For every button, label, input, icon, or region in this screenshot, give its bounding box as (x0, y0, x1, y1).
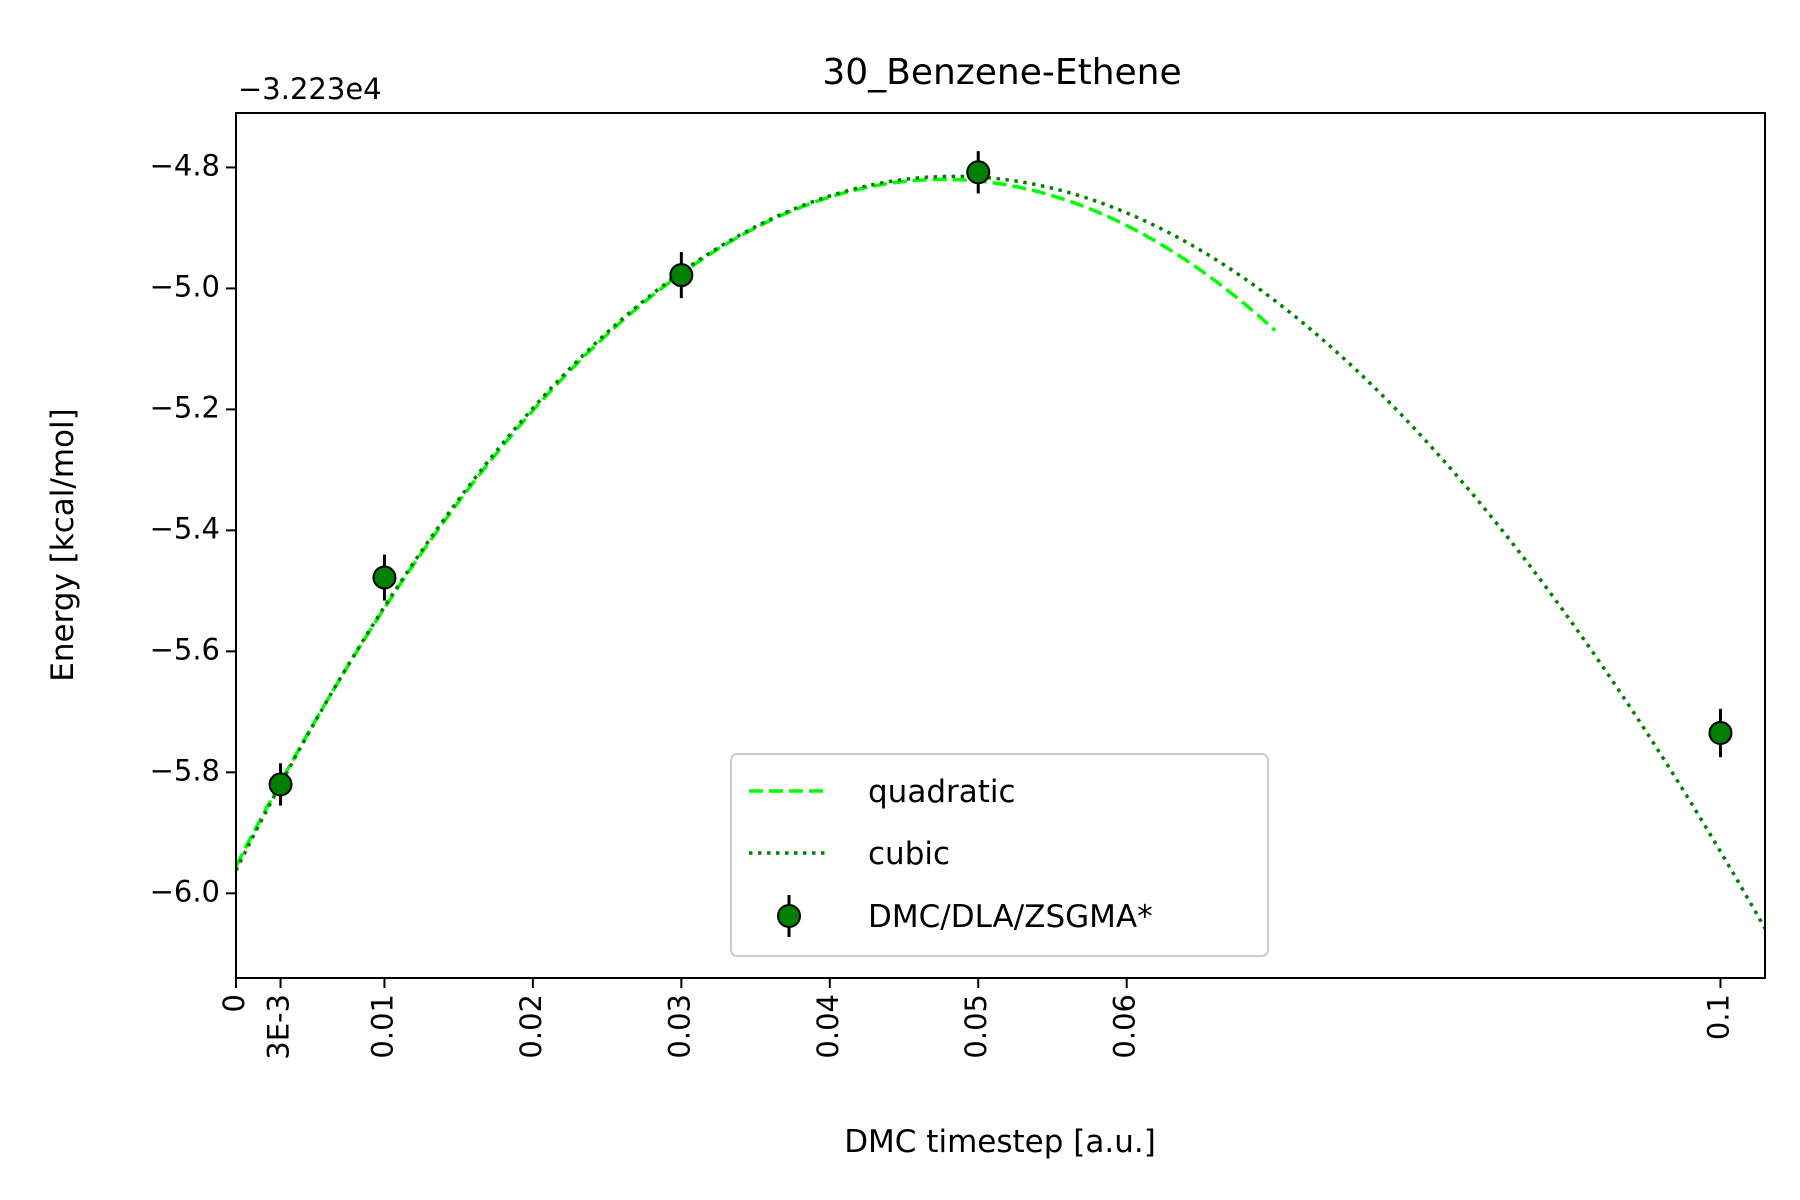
x-tick-label: 0.06 (1108, 994, 1142, 1059)
y-tick-label: −4.8 (150, 148, 220, 182)
data-point (1708, 721, 1733, 746)
x-tick-label: 0.01 (365, 994, 399, 1059)
y-axis-label: Energy [kcal/mol] (45, 408, 81, 681)
plot-frame (235, 112, 1766, 979)
x-tick-label: 0.02 (514, 994, 548, 1059)
y-tick-label: −5.8 (150, 753, 220, 787)
legend: quadratic cubic DMC/DLA/ZSGMA* (730, 753, 1269, 957)
plot-area (236, 151, 1765, 930)
x-tick-label: 0.1 (1701, 994, 1735, 1040)
x-axis-ticks: 0 3E-3 0.01 0.02 0.03 0.04 0.05 0.06 0.1 (217, 978, 1735, 1060)
x-axis-label: DMC timestep [a.u.] (844, 1124, 1156, 1160)
y-tick-label: −6.0 (150, 874, 220, 908)
y-tick-label: −5.6 (150, 632, 220, 666)
x-tick-label: 0 (217, 994, 251, 1012)
y-tick-label: −5.2 (150, 390, 220, 424)
y-axis-ticks: −4.8 −5.0 −5.2 −5.4 −5.6 −5.8 −6.0 (150, 148, 236, 908)
legend-label-dmc: DMC/DLA/ZSGMA* (868, 899, 1153, 935)
x-tick-label: 0.03 (662, 994, 696, 1059)
legend-box (730, 753, 1269, 957)
x-tick-label: 3E-3 (262, 994, 296, 1060)
y-offset-label: −3.223e4 (238, 72, 382, 106)
legend-label-cubic: cubic (868, 836, 950, 872)
chart-title: 30_Benzene-Ethene (822, 52, 1181, 93)
y-tick-label: −5.4 (150, 511, 220, 545)
data-point (669, 263, 694, 288)
x-tick-label: 0.05 (959, 994, 993, 1059)
legend-label-quadratic: quadratic (868, 774, 1016, 810)
x-tick-label: 0.04 (811, 994, 845, 1059)
data-point (966, 160, 991, 185)
series-line-quadratic (236, 177, 1277, 867)
legend-handle-marker (777, 904, 801, 928)
y-tick-label: −5.0 (150, 269, 220, 303)
data-point (268, 772, 293, 797)
data-point (372, 565, 397, 590)
